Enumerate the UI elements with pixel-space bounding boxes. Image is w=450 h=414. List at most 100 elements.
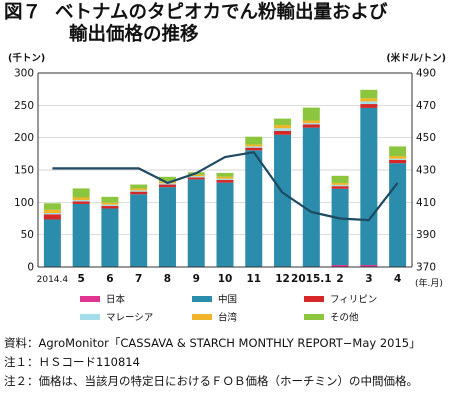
chart-title: 図７ ベトナムのタピオカでん粉輸出量および 輸出価格の推移 xyxy=(4,2,448,46)
bar-segment xyxy=(101,202,119,205)
bar-segment xyxy=(101,204,119,206)
x-tick-label: 2015.1 xyxy=(291,273,332,285)
x-tick-label: 5 xyxy=(77,273,84,285)
bar-segment xyxy=(389,146,407,157)
note-1-text: ＨＳコード110814 xyxy=(38,355,140,369)
bar-segment xyxy=(360,104,378,108)
fob-price-polyline xyxy=(52,151,399,222)
bar-segment xyxy=(43,203,61,210)
legend-swatch xyxy=(192,296,212,302)
bar-segment xyxy=(245,136,263,145)
bar-segment xyxy=(331,184,349,187)
legend-label: 日本 xyxy=(106,294,126,306)
right-axis-unit: (米ドル/トン) xyxy=(386,52,446,64)
bar-segment xyxy=(274,118,292,126)
export-chart: 0501001502002503003703904104304504704902… xyxy=(8,52,446,324)
bar-segment xyxy=(158,184,176,188)
bar-segment xyxy=(331,186,349,189)
bar-segment xyxy=(302,120,320,124)
bar-stacks xyxy=(43,89,407,268)
legend-swatch xyxy=(80,296,100,302)
bar-segment xyxy=(43,219,61,267)
right-tick-label: 390 xyxy=(416,229,436,241)
legend-label: マレーシア xyxy=(106,313,153,324)
bar-segment xyxy=(360,98,378,102)
legend-swatch xyxy=(192,314,212,320)
bar-segment xyxy=(158,187,176,267)
bar-segment xyxy=(43,214,61,220)
note-source: 資料： AgroMonitor「CASSAVA & STARCH MONTHLY… xyxy=(4,334,448,353)
legend-label: 中国 xyxy=(218,294,237,306)
right-tick-label: 450 xyxy=(416,132,436,144)
bar-segment xyxy=(331,188,349,266)
left-tick-label: 0 xyxy=(27,262,34,274)
bar-segment xyxy=(331,175,349,183)
bar-segment xyxy=(130,190,148,192)
fob-price-line xyxy=(52,151,399,222)
figure-number: 図７ xyxy=(4,2,42,23)
x-tick-label: 11 xyxy=(246,273,261,285)
right-tick-label: 430 xyxy=(416,165,436,177)
bar-segment xyxy=(360,89,378,99)
left-tick-label: 300 xyxy=(14,68,34,80)
x-axis-unit: (年.月) xyxy=(415,277,443,289)
bar-segment xyxy=(216,176,234,179)
bar-segment xyxy=(360,265,378,267)
bar-segment xyxy=(274,128,292,131)
notes: 資料： AgroMonitor「CASSAVA & STARCH MONTHLY… xyxy=(4,334,448,391)
bar-segment xyxy=(130,194,148,267)
right-tick-label: 410 xyxy=(416,197,436,209)
bar-segment xyxy=(360,107,378,266)
bar-segment xyxy=(216,172,234,177)
note-source-text: AgroMonitor「CASSAVA & STARCH MONTHLY REP… xyxy=(38,336,421,350)
bar-segment xyxy=(302,123,320,125)
note-2-text: 価格は、当該月の特定日におけるＦＯＢ価格（ホーチミン）の中間価格。 xyxy=(38,374,419,388)
note-2: 注２： 価格は、当該月の特定日におけるＦＯＢ価格（ホーチミン）の中間価格。 xyxy=(4,372,448,391)
bar-segment xyxy=(101,196,119,203)
bar-segment xyxy=(72,188,90,198)
bar-segment xyxy=(302,124,320,128)
bar-segment xyxy=(274,134,292,267)
bar-segment xyxy=(389,156,407,159)
note-source-key: 資料： xyxy=(4,336,39,350)
bar-segment xyxy=(187,179,205,267)
bar-segment xyxy=(331,182,349,185)
title-line-2: 輸出価格の推移 xyxy=(69,24,199,45)
bar-segment xyxy=(245,150,263,267)
legend-swatch xyxy=(80,314,100,320)
title-line-1: ベトナムのタピオカでん粉輸出量および xyxy=(55,2,388,23)
left-tick-label: 100 xyxy=(14,197,34,209)
bar-segment xyxy=(187,177,205,180)
bar-segment xyxy=(187,174,205,177)
bar-segment xyxy=(302,107,320,121)
bar-segment xyxy=(245,144,263,147)
bar-segment xyxy=(72,201,90,204)
bar-segment xyxy=(130,184,148,189)
bar-segment xyxy=(216,182,234,267)
left-tick-label: 200 xyxy=(14,132,34,144)
bar-segment xyxy=(158,176,176,182)
x-tick-label: 9 xyxy=(193,273,200,285)
legend-swatch xyxy=(304,314,324,320)
bar-segment xyxy=(72,200,90,202)
bar-segment xyxy=(101,208,119,267)
bar-segment xyxy=(245,146,263,148)
right-tick-label: 490 xyxy=(416,68,436,80)
bar-segment xyxy=(331,265,349,267)
bar-segment xyxy=(43,213,61,215)
axes: 0501001502002503003703904104304504704902… xyxy=(14,68,436,286)
x-tick-label: 2014.4 xyxy=(37,275,69,285)
bar-segment xyxy=(360,101,378,105)
legend-label: その他 xyxy=(330,312,359,324)
bar-segment xyxy=(72,203,90,267)
bar-segment xyxy=(130,188,148,191)
x-tick-label: 4 xyxy=(394,273,401,285)
bar-segment xyxy=(245,147,263,151)
bar-segment xyxy=(130,191,148,195)
note-1-key: 注１： xyxy=(4,355,39,369)
bar-segment xyxy=(274,130,292,135)
x-tick-label: 6 xyxy=(106,273,113,285)
left-axis-unit: (千トン) xyxy=(8,52,45,64)
legend-swatch xyxy=(304,296,324,302)
left-tick-label: 150 xyxy=(14,165,34,177)
